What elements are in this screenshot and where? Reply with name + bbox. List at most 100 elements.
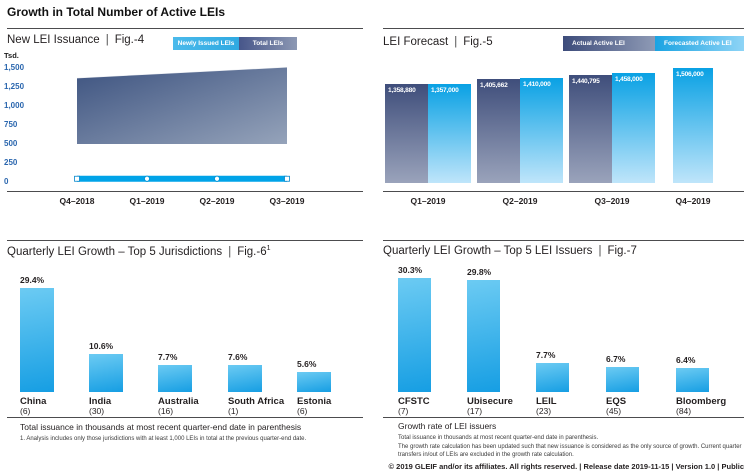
fig7-total-label: (84) [676,406,692,416]
fig6-fig-label: Fig.-6 [237,245,267,258]
fig7-footnote-small-1: Total issuance in thousands at most rece… [398,435,599,441]
fig7-title: Quarterly LEI Growth – Top 5 LEI Issuers… [383,245,637,257]
fig6-title-text: Quarterly LEI Growth – Top 5 Jurisdictio… [7,245,223,258]
divider [7,240,363,241]
fig5-forecast-bar: 1,458,000 [612,73,655,183]
title-separator: | [105,34,109,46]
fig6-footnote-marker: 1 [266,245,271,252]
fig7-bar [467,280,500,392]
fig7-category-label: CFSTC [398,396,430,407]
fig7-footnote-small-2: The growth rate calculation has been upd… [398,444,742,458]
fig7-fig-label: Fig.-7 [607,245,637,257]
fig4-y-unit: Tsd. [4,51,19,60]
fig6-percent-label: 5.6% [297,359,317,370]
fig4-line-marker-square [74,175,80,182]
fig5-forecast-value: 1,506,000 [676,70,704,78]
divider [383,28,744,29]
fig6-category-label: South Africa [228,396,285,407]
fig7-bar [676,367,709,392]
fig7-total-label: (23) [536,406,552,416]
fig5-x-label: Q3–2019 [594,196,630,206]
fig7-bar [398,278,431,392]
fig4-title-text: New LEI Issuance [7,34,100,46]
fig5-x-label: Q2–2019 [502,196,538,206]
fig5-x-axis [383,191,744,192]
fig6-bar [158,364,192,392]
divider [7,28,363,29]
fig4-fig-label: Fig.-4 [114,34,145,46]
fig6-percent-label: 7.7% [158,351,178,362]
fig4-area-chart [74,66,290,182]
fig6-category-label: Estonia [297,396,332,407]
fig5-actual-bar: 1,440,795 [569,75,612,183]
fig5-forecast-value: 1,357,000 [431,87,459,95]
fig6-total-label: (30) [89,406,105,416]
title-separator: | [598,245,602,257]
fig5-actual-value: 1,405,662 [480,81,508,89]
fig4-y-tick-label: 250 [4,158,18,167]
divider [383,417,744,418]
fig4-x-label: Q3–2019 [269,196,305,206]
fig4-y-tick-label: 0 [4,177,9,186]
divider [383,240,744,241]
fig6-total-label: (6) [297,406,308,416]
fig4-y-tick-label: 500 [4,139,18,148]
fig4-y-tick-label: 1,250 [4,82,25,91]
fig7-category-label: LEIL [536,396,557,407]
fig7-percent-label: 30.3% [398,265,423,276]
fig7-category-label: Ubisecure [467,396,513,407]
fig5-forecast-bar: 1,410,000 [520,78,563,183]
fig5-forecast-bar: 1,506,000 [673,67,713,183]
fig4-total-leis-area [77,67,287,144]
fig6-total-label: (1) [228,406,239,416]
title-separator: | [228,245,232,258]
fig7-percent-label: 7.7% [536,350,556,360]
fig6-total-label: (6) [20,406,31,416]
fig7-category-label: Bloomberg [676,396,727,407]
fig6-category-label: Australia [158,396,199,407]
fig5-actual-bar: 1,358,880 [385,83,428,183]
fig5-forecast-value: 1,410,000 [523,81,551,89]
fig7-footnote-heading: Growth rate of LEI issuers [398,421,497,431]
fig4-area-top-edge [76,66,288,79]
fig4-line-marker-circle [143,175,151,182]
fig5-actual-value: 1,358,880 [388,86,416,94]
fig7-bar [606,366,639,392]
fig4-legend-newly-issued: Newly Issued LEIs [173,37,239,50]
fig7-percent-label: 6.4% [676,354,696,365]
fig4-line-marker-circle [213,175,221,182]
fig4-y-tick-label: 750 [4,120,18,129]
fig7-total-label: (17) [467,406,483,416]
fig4-legend-total: Total LEIs [239,37,297,50]
divider [7,417,363,418]
fig5-legend-actual: Actual Active LEI [563,36,655,51]
fig7-title-text: Quarterly LEI Growth – Top 5 LEI Issuers [383,245,593,257]
copyright-footer: © 2019 GLEIF and/or its affiliates. All … [388,462,744,471]
fig5-x-label: Q1–2019 [410,196,446,206]
fig6-bar [297,372,331,392]
fig6-percent-label: 10.6% [89,341,114,352]
fig5-forecast-value: 1,458,000 [615,76,643,84]
fig7-bar [536,363,569,392]
fig4-x-axis [7,191,363,192]
fig6-bar [89,354,123,392]
fig4-y-tick-label: 1,000 [4,101,25,110]
fig4-y-tick-label: 1,500 [4,63,25,72]
title-separator: | [454,36,458,48]
fig5-legend-forecast: Forecasted Active LEI [655,36,744,51]
fig4-line-marker-square [284,175,290,182]
fig5-actual-value: 1,440,795 [572,78,600,85]
fig7-category-label: EQS [606,396,627,407]
fig7-percent-label: 29.8% [467,267,492,277]
fig6-percent-label: 29.4% [20,274,45,285]
fig4-x-label: Q4–2018 [59,196,95,206]
fig6-title: Quarterly LEI Growth – Top 5 Jurisdictio… [7,245,271,258]
fig4-x-label: Q2–2019 [199,196,235,206]
fig6-category-label: India [89,396,112,407]
page-title: Growth in Total Number of Active LEIs [7,5,226,19]
fig7-percent-label: 6.7% [606,353,626,364]
fig7-total-label: (7) [398,406,409,416]
fig5-x-label: Q4–2019 [675,196,711,206]
fig5-title: LEI Forecast | Fig.-5 [383,36,493,48]
